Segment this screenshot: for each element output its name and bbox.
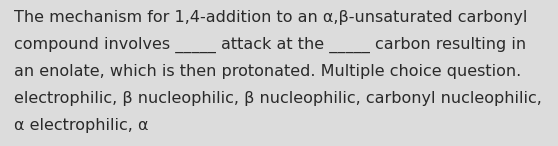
Text: compound involves _____ attack at the _____ carbon resulting in: compound involves _____ attack at the __… — [14, 37, 526, 53]
Text: α electrophilic, α: α electrophilic, α — [14, 118, 148, 133]
Text: an enolate, which is then protonated. Multiple choice question.: an enolate, which is then protonated. Mu… — [14, 64, 521, 79]
Text: electrophilic, β nucleophilic, β nucleophilic, carbonyl nucleophilic,: electrophilic, β nucleophilic, β nucleop… — [14, 91, 542, 106]
Text: The mechanism for 1,4-addition to an α,β-unsaturated carbonyl: The mechanism for 1,4-addition to an α,β… — [14, 10, 527, 25]
